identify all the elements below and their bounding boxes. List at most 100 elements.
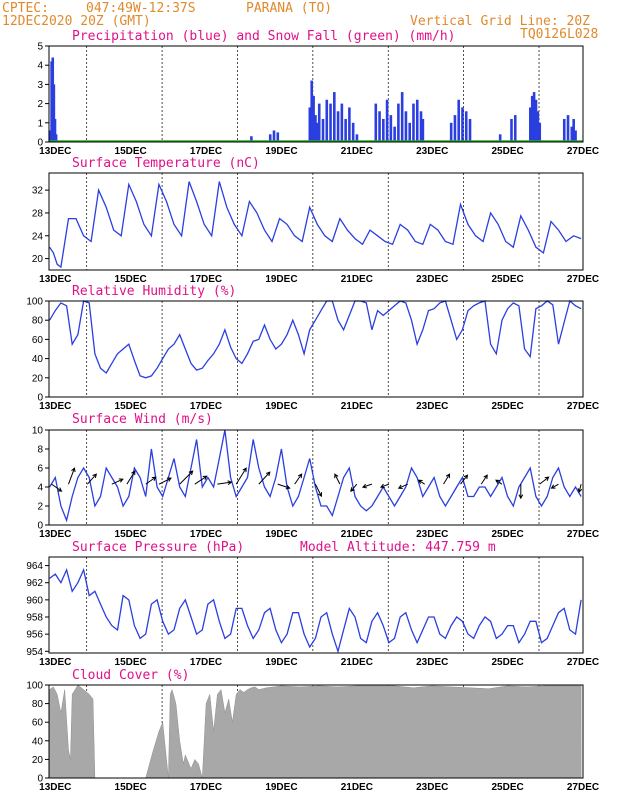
precip-bar bbox=[510, 118, 513, 142]
x-tick-label: 23DEC bbox=[416, 274, 448, 285]
y-tick-label: 5 bbox=[37, 42, 43, 53]
y-tick-label: 100 bbox=[26, 681, 43, 692]
precip-bar bbox=[498, 134, 502, 142]
y-tick-label: 954 bbox=[26, 647, 43, 658]
precip-bar bbox=[408, 122, 412, 142]
x-tick-label: 25DEC bbox=[491, 657, 523, 668]
precip-bar bbox=[314, 115, 317, 142]
precip-bar bbox=[48, 130, 52, 142]
y-tick-label: 20 bbox=[32, 755, 44, 766]
x-tick-label: 21DEC bbox=[341, 146, 373, 157]
wind-vector bbox=[51, 483, 63, 492]
x-tick-label: 15DEC bbox=[115, 401, 147, 412]
x-tick-label: 17DEC bbox=[190, 657, 222, 668]
precip-bar bbox=[316, 122, 319, 142]
wind-vector bbox=[235, 467, 247, 485]
panel-precip: 0 1 2 3 4 5 13DEC 15DEC 17DEC 19DEC 21DEC 23DEC 25DE… bbox=[37, 42, 599, 158]
precip-bar bbox=[329, 103, 332, 142]
wind-vector bbox=[158, 477, 172, 485]
y-tick-label: 10 bbox=[32, 426, 44, 437]
x-tick-label: 21DEC bbox=[341, 657, 373, 668]
temp-line bbox=[49, 181, 582, 269]
y-tick-label: 80 bbox=[32, 699, 44, 710]
precip-bar bbox=[562, 118, 566, 142]
y-tick-label: 20 bbox=[32, 254, 44, 265]
cloud-area bbox=[49, 684, 582, 779]
precip-bar bbox=[333, 92, 336, 142]
wind-vector bbox=[68, 467, 76, 485]
precip-bar bbox=[351, 122, 355, 142]
header-grid-note: Vertical Grid Line: 20Z bbox=[410, 14, 590, 29]
precip-bar bbox=[415, 99, 419, 142]
precip-bar bbox=[532, 92, 536, 142]
model-altitude: Model Altitude: 447.759 m bbox=[300, 540, 496, 555]
x-tick-label: 21DEC bbox=[341, 529, 373, 540]
precip-bar bbox=[461, 107, 464, 142]
y-tick-label: 2 bbox=[37, 502, 43, 513]
y-tick-label: 3 bbox=[37, 80, 43, 91]
x-tick-label: 17DEC bbox=[190, 146, 222, 157]
precip-bar bbox=[412, 103, 415, 142]
precip-bar bbox=[272, 130, 276, 142]
x-tick-label: 27DEC bbox=[567, 529, 599, 540]
y-tick-label: 40 bbox=[32, 354, 44, 365]
x-tick-label: 13DEC bbox=[39, 657, 71, 668]
wind-vector bbox=[443, 473, 451, 485]
x-tick-label: 15DEC bbox=[115, 274, 147, 285]
x-tick-label: 19DEC bbox=[265, 146, 297, 157]
title-pressure: Surface Pressure (hPa) bbox=[72, 540, 244, 555]
y-tick-label: 964 bbox=[26, 561, 43, 572]
precip-bar bbox=[400, 92, 404, 142]
precip-bar bbox=[53, 118, 57, 142]
y-tick-label: 24 bbox=[32, 231, 44, 242]
panel-frame bbox=[48, 45, 584, 143]
precip-bar bbox=[382, 118, 385, 142]
x-tick-label: 27DEC bbox=[567, 146, 599, 157]
wind-vector bbox=[417, 479, 425, 485]
x-tick-label: 25DEC bbox=[491, 401, 523, 412]
wind-vector bbox=[334, 473, 341, 485]
x-tick-label: 23DEC bbox=[416, 146, 448, 157]
wind-vector bbox=[495, 479, 503, 485]
precip-bar bbox=[421, 118, 425, 142]
wind-vector bbox=[145, 476, 157, 485]
pressure-line bbox=[49, 567, 582, 654]
x-tick-label: 23DEC bbox=[416, 401, 448, 412]
precip-bar bbox=[468, 118, 472, 142]
panel-cloud: 0 20 40 60 80 100 13DEC 15DEC 17DEC 19DEC 21DEC 23D… bbox=[26, 681, 599, 794]
precip-bar bbox=[250, 136, 253, 142]
y-tick-label: 80 bbox=[32, 316, 44, 327]
precip-bar bbox=[312, 95, 315, 142]
x-tick-label: 19DEC bbox=[265, 529, 297, 540]
y-tick-label: 4 bbox=[37, 61, 43, 72]
rh-line bbox=[49, 299, 582, 379]
x-tick-label: 15DEC bbox=[115, 146, 147, 157]
x-tick-label: 25DEC bbox=[491, 274, 523, 285]
x-tick-label: 15DEC bbox=[115, 529, 147, 540]
precip-bar bbox=[572, 118, 575, 142]
y-tick-label: 8 bbox=[37, 445, 43, 456]
title-precip: Precipitation (blue) and Snow Fall (gree… bbox=[72, 29, 456, 44]
precip-bar bbox=[397, 103, 400, 142]
y-tick-label: 0 bbox=[37, 393, 43, 404]
precip-bar bbox=[538, 122, 542, 142]
y-tick-label: 100 bbox=[26, 297, 43, 308]
y-tick-label: 0 bbox=[37, 138, 43, 149]
wind-vector bbox=[277, 483, 291, 490]
wind-vector bbox=[397, 483, 408, 489]
precip-bar bbox=[268, 134, 272, 142]
precip-bar bbox=[336, 111, 340, 142]
wind-vector bbox=[550, 483, 559, 489]
precip-bar bbox=[348, 107, 351, 142]
x-tick-label: 21DEC bbox=[341, 782, 373, 793]
x-tick-label: 27DEC bbox=[567, 401, 599, 412]
precip-bar bbox=[393, 126, 396, 142]
precip-bar bbox=[529, 107, 532, 142]
x-tick-label: 23DEC bbox=[416, 657, 448, 668]
panel-pressure: 954 956 958 960 962 964 13DEC 15DEC 17DEC 19DEC 21… bbox=[26, 556, 599, 668]
x-tick-label: 27DEC bbox=[567, 782, 599, 793]
wind-vector bbox=[314, 483, 323, 498]
x-tick-label: 15DEC bbox=[115, 782, 147, 793]
y-tick-label: 0 bbox=[37, 521, 43, 532]
